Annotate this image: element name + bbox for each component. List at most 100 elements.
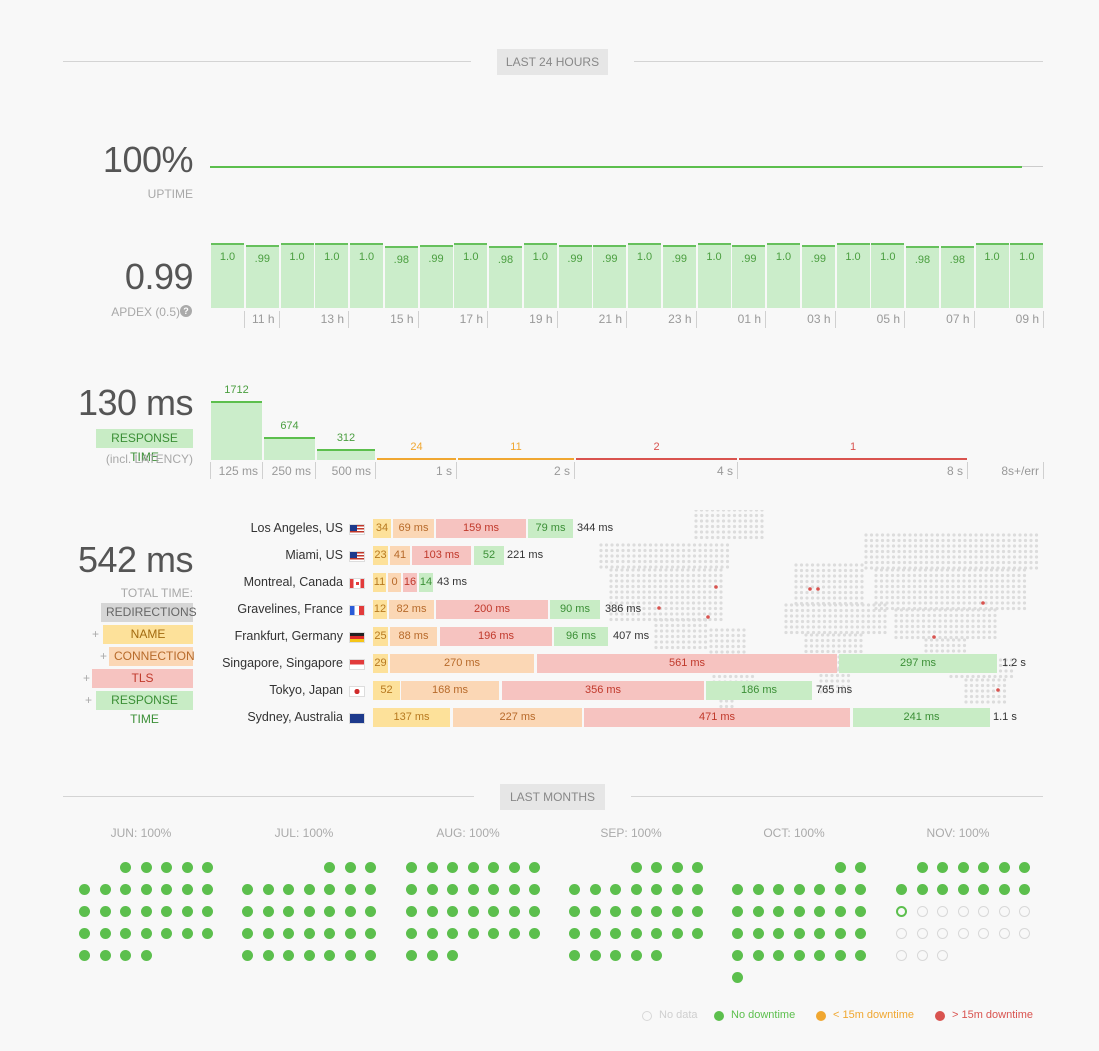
day-dot[interactable] [651, 928, 662, 939]
day-dot[interactable] [855, 928, 866, 939]
day-dot[interactable] [834, 928, 846, 939]
day-dot[interactable] [406, 950, 417, 961]
day-dot[interactable] [834, 884, 846, 895]
day-dot[interactable] [957, 906, 969, 917]
day-dot[interactable] [426, 906, 438, 917]
day-dot[interactable] [242, 928, 253, 939]
day-dot[interactable] [916, 928, 928, 939]
day-dot[interactable] [365, 906, 376, 917]
day-dot[interactable] [752, 950, 764, 961]
day-dot[interactable] [181, 928, 193, 939]
day-dot[interactable] [324, 884, 335, 895]
day-dot[interactable] [120, 862, 131, 873]
day-dot[interactable] [978, 884, 989, 895]
day-dot[interactable] [508, 906, 520, 917]
day-dot[interactable] [99, 906, 111, 917]
day-dot[interactable] [426, 928, 438, 939]
day-dot[interactable] [998, 928, 1010, 939]
day-dot[interactable] [610, 928, 621, 939]
day-dot[interactable] [242, 884, 253, 895]
day-dot[interactable] [242, 906, 253, 917]
day-dot[interactable] [752, 906, 764, 917]
day-dot[interactable] [651, 884, 662, 895]
day-dot[interactable] [262, 950, 274, 961]
day-dot[interactable] [692, 928, 703, 939]
day-dot[interactable] [651, 862, 662, 873]
day-dot[interactable] [773, 928, 784, 939]
day-dot[interactable] [916, 950, 928, 961]
day-dot[interactable] [978, 862, 989, 873]
day-dot[interactable] [589, 928, 601, 939]
day-dot[interactable] [488, 862, 499, 873]
day-dot[interactable] [793, 884, 805, 895]
day-dot[interactable] [1019, 862, 1030, 873]
day-dot[interactable] [447, 950, 458, 961]
day-dot[interactable] [834, 906, 846, 917]
day-dot[interactable] [303, 906, 315, 917]
day-dot[interactable] [732, 928, 743, 939]
day-dot[interactable] [161, 862, 172, 873]
day-dot[interactable] [773, 884, 784, 895]
day-dot[interactable] [630, 862, 642, 873]
day-dot[interactable] [344, 928, 356, 939]
day-dot[interactable] [569, 884, 580, 895]
day-dot[interactable] [161, 928, 172, 939]
day-dot[interactable] [344, 906, 356, 917]
day-dot[interactable] [752, 928, 764, 939]
day-dot[interactable] [1019, 906, 1030, 917]
day-dot[interactable] [365, 862, 376, 873]
day-dot[interactable] [365, 884, 376, 895]
day-dot[interactable] [957, 884, 969, 895]
day-dot[interactable] [957, 928, 969, 939]
day-dot[interactable] [202, 884, 213, 895]
day-dot[interactable] [140, 928, 152, 939]
day-dot[interactable] [814, 906, 825, 917]
day-dot[interactable] [120, 884, 131, 895]
day-dot[interactable] [732, 906, 743, 917]
day-dot[interactable] [916, 884, 928, 895]
day-dot[interactable] [834, 950, 846, 961]
day-dot[interactable] [140, 906, 152, 917]
day-dot[interactable] [120, 950, 131, 961]
day-dot[interactable] [508, 884, 520, 895]
day-dot[interactable] [283, 906, 294, 917]
day-dot[interactable] [120, 928, 131, 939]
day-dot[interactable] [406, 884, 417, 895]
day-dot[interactable] [692, 862, 703, 873]
day-dot[interactable] [589, 906, 601, 917]
day-dot[interactable] [202, 906, 213, 917]
day-dot[interactable] [99, 950, 111, 961]
day-dot[interactable] [814, 884, 825, 895]
day-dot[interactable] [896, 884, 907, 895]
day-dot[interactable] [610, 884, 621, 895]
day-dot[interactable] [406, 928, 417, 939]
day-dot[interactable] [283, 950, 294, 961]
day-dot[interactable] [569, 950, 580, 961]
day-dot[interactable] [793, 906, 805, 917]
day-dot[interactable] [671, 906, 683, 917]
day-dot[interactable] [283, 884, 294, 895]
day-dot[interactable] [303, 928, 315, 939]
day-dot[interactable] [508, 928, 520, 939]
day-dot[interactable] [426, 884, 438, 895]
day-dot[interactable] [855, 884, 866, 895]
question-circle-icon[interactable]: ? [180, 305, 192, 317]
day-dot[interactable] [79, 884, 90, 895]
day-dot[interactable] [140, 862, 152, 873]
day-dot[interactable] [467, 884, 479, 895]
day-dot[interactable] [630, 884, 642, 895]
day-dot[interactable] [406, 906, 417, 917]
day-dot[interactable] [855, 862, 866, 873]
day-dot[interactable] [262, 884, 274, 895]
day-dot[interactable] [529, 884, 540, 895]
day-dot[interactable] [937, 884, 948, 895]
day-dot[interactable] [161, 884, 172, 895]
day-dot[interactable] [426, 950, 438, 961]
day-dot[interactable] [610, 906, 621, 917]
day-dot[interactable] [140, 884, 152, 895]
day-dot[interactable] [242, 950, 253, 961]
day-dot[interactable] [324, 906, 335, 917]
day-dot[interactable] [630, 928, 642, 939]
day-dot[interactable] [651, 950, 662, 961]
day-dot[interactable] [262, 906, 274, 917]
